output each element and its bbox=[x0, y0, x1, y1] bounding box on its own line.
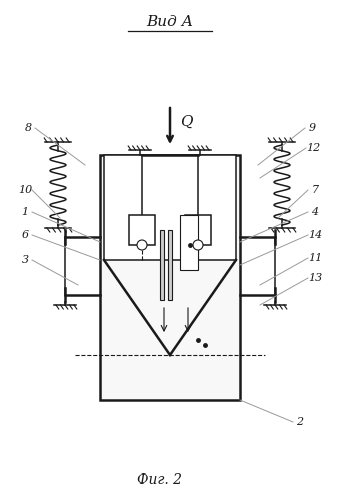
Text: 1: 1 bbox=[21, 207, 28, 217]
Bar bbox=[129, 215, 155, 245]
Circle shape bbox=[193, 240, 203, 250]
Text: 7: 7 bbox=[312, 185, 319, 195]
Text: Q: Q bbox=[180, 115, 193, 129]
Text: 4: 4 bbox=[312, 207, 319, 217]
Text: Фиг. 2: Фиг. 2 bbox=[137, 473, 182, 487]
Text: 11: 11 bbox=[308, 253, 322, 263]
Text: 14: 14 bbox=[308, 230, 322, 240]
Bar bbox=[104, 155, 236, 260]
Text: 6: 6 bbox=[21, 230, 28, 240]
Text: 12: 12 bbox=[306, 143, 320, 153]
Circle shape bbox=[137, 240, 147, 250]
Text: 8: 8 bbox=[24, 123, 32, 133]
Text: 9: 9 bbox=[308, 123, 316, 133]
Text: 10: 10 bbox=[18, 185, 32, 195]
Bar bbox=[168, 230, 172, 300]
Text: Вид А: Вид А bbox=[146, 15, 193, 29]
Text: 2: 2 bbox=[296, 417, 303, 427]
Bar bbox=[160, 230, 164, 300]
Bar bbox=[185, 215, 211, 245]
Text: 13: 13 bbox=[308, 273, 322, 283]
Bar bbox=[100, 155, 240, 400]
Text: 3: 3 bbox=[21, 255, 28, 265]
Bar bbox=[180, 215, 198, 270]
